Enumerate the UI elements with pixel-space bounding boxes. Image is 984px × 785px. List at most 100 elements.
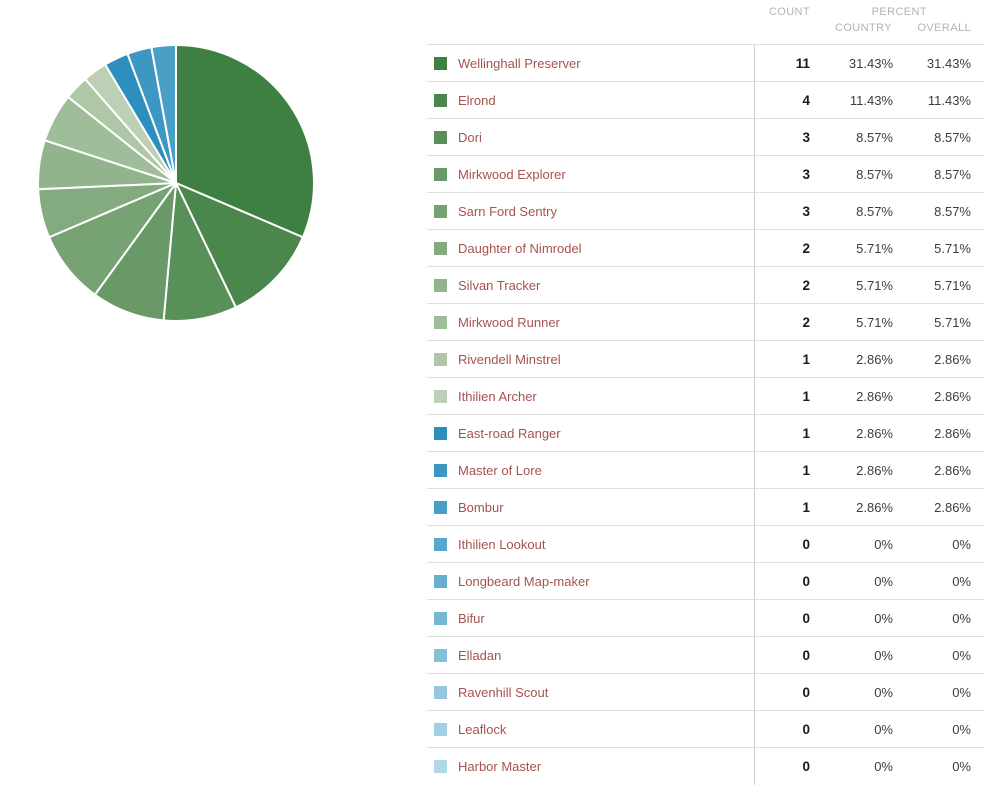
count-value: 0	[802, 536, 810, 552]
table-row: Master of Lore 1 2.86% 2.86%	[427, 451, 984, 488]
count-value: 0	[802, 573, 810, 589]
table-row: Ithilien Archer 1 2.86% 2.86%	[427, 377, 984, 414]
percent-country-value: 8.57%	[856, 203, 893, 219]
percent-country-value: 2.86%	[856, 388, 893, 404]
row-label-link[interactable]: Ithilien Lookout	[458, 536, 546, 552]
row-label-link[interactable]: Mirkwood Explorer	[458, 166, 566, 182]
series-color-swatch-icon	[434, 241, 447, 255]
row-label-cell: Master of Lore	[427, 463, 754, 478]
row-label-cell: Wellinghall Preserver	[427, 56, 754, 71]
percent-overall-value: 5.71%	[934, 240, 971, 256]
pie-chart	[36, 43, 316, 323]
row-label-cell: Silvan Tracker	[427, 278, 754, 293]
percent-country-value: 2.86%	[856, 499, 893, 515]
percent-country-value: 0%	[874, 684, 893, 700]
series-color-swatch-icon	[434, 611, 447, 625]
row-label-link[interactable]: Dori	[458, 129, 482, 145]
percent-overall-value: 0%	[952, 758, 971, 774]
row-label-cell: Elladan	[427, 648, 754, 663]
count-value: 0	[802, 684, 810, 700]
row-label-link[interactable]: Wellinghall Preserver	[458, 55, 581, 71]
row-label-link[interactable]: Sarn Ford Sentry	[458, 203, 557, 219]
percent-overall-value: 11.43%	[927, 92, 971, 108]
series-color-swatch-icon	[434, 352, 447, 366]
percent-country-value: 0%	[874, 573, 893, 589]
table-row: Leaflock 0 0% 0%	[427, 710, 984, 747]
pie-slice[interactable]	[175, 182, 304, 309]
series-color-swatch-icon	[434, 463, 447, 477]
series-color-swatch-icon	[434, 204, 447, 218]
percent-overall-value: 0%	[952, 647, 971, 663]
table-row: Longbeard Map-maker 0 0% 0%	[427, 562, 984, 599]
percent-country-value: 5.71%	[856, 277, 893, 293]
count-value: 1	[802, 425, 810, 441]
column-header-count: COUNT	[768, 6, 810, 18]
row-label-link[interactable]: Silvan Tracker	[458, 277, 541, 293]
count-value: 1	[802, 388, 810, 404]
row-label-link[interactable]: Master of Lore	[458, 462, 542, 478]
row-label-cell: Bifur	[427, 611, 754, 626]
table-row: Dori 3 8.57% 8.57%	[427, 118, 984, 155]
table-row: Silvan Tracker 2 5.71% 5.71%	[427, 266, 984, 303]
percent-overall-value: 5.71%	[934, 277, 971, 293]
row-label-cell: Bombur	[427, 500, 754, 515]
row-label-link[interactable]: Daughter of Nimrodel	[458, 240, 582, 256]
percent-country-value: 5.71%	[856, 314, 893, 330]
row-label-link[interactable]: Leaflock	[458, 721, 507, 737]
row-label-link[interactable]: Harbor Master	[458, 758, 542, 774]
column-header-country: COUNTRY	[835, 22, 892, 34]
percent-overall-value: 0%	[952, 610, 971, 626]
row-label-cell: Longbeard Map-maker	[427, 574, 754, 589]
table-row: Daughter of Nimrodel 2 5.71% 5.71%	[427, 229, 984, 266]
table-row: Bifur 0 0% 0%	[427, 599, 984, 636]
table-row: Mirkwood Runner 2 5.71% 5.71%	[427, 303, 984, 340]
row-label-cell: Daughter of Nimrodel	[427, 241, 754, 256]
count-value: 0	[802, 610, 810, 626]
row-label-link[interactable]: East-road Ranger	[458, 425, 561, 441]
row-label-cell: Leaflock	[427, 722, 754, 737]
series-color-swatch-icon	[434, 93, 447, 107]
count-value: 3	[802, 129, 810, 145]
percent-overall-value: 8.57%	[934, 203, 971, 219]
series-color-swatch-icon	[434, 278, 447, 292]
percent-overall-value: 0%	[952, 573, 971, 589]
pie-slice[interactable]	[175, 44, 315, 239]
count-value: 1	[802, 499, 810, 515]
pie-chart-svg	[37, 44, 315, 322]
percent-overall-value: 2.86%	[934, 425, 971, 441]
row-label-link[interactable]: Longbeard Map-maker	[458, 573, 590, 589]
row-label-cell: Rivendell Minstrel	[427, 352, 754, 367]
count-value: 0	[802, 721, 810, 737]
column-header-percent: PERCENT	[871, 6, 927, 18]
row-label-cell: Sarn Ford Sentry	[427, 204, 754, 219]
row-label-link[interactable]: Ithilien Archer	[458, 388, 537, 404]
row-label-cell: Elrond	[427, 93, 754, 108]
series-color-swatch-icon	[434, 426, 447, 440]
row-label-link[interactable]: Elrond	[458, 92, 496, 108]
series-color-swatch-icon	[434, 685, 447, 699]
series-color-swatch-icon	[434, 648, 447, 662]
row-label-cell: Mirkwood Explorer	[427, 167, 754, 182]
percent-overall-value: 0%	[952, 536, 971, 552]
table-row: Ravenhill Scout 0 0% 0%	[427, 673, 984, 710]
row-label-link[interactable]: Mirkwood Runner	[458, 314, 560, 330]
row-label-link[interactable]: Bombur	[458, 499, 504, 515]
statistics-table: COUNT PERCENT COUNTRY OVERALL Wellinghal…	[427, 0, 984, 785]
pie-slice[interactable]	[150, 44, 177, 184]
percent-overall-value: 2.86%	[934, 462, 971, 478]
row-label-cell: Ravenhill Scout	[427, 685, 754, 700]
count-value: 2	[802, 240, 810, 256]
row-label-link[interactable]: Elladan	[458, 647, 502, 663]
row-label-link[interactable]: Bifur	[458, 610, 485, 626]
row-label-cell: Harbor Master	[427, 759, 754, 774]
percent-overall-value: 2.86%	[934, 388, 971, 404]
percent-overall-value: 8.57%	[934, 166, 971, 182]
count-value: 1	[802, 462, 810, 478]
table-row: Elrond 4 11.43% 11.43%	[427, 81, 984, 118]
row-label-link[interactable]: Ravenhill Scout	[458, 684, 549, 700]
row-label-cell: Ithilien Archer	[427, 389, 754, 404]
row-label-cell: Mirkwood Runner	[427, 315, 754, 330]
series-color-swatch-icon	[434, 389, 447, 403]
row-label-link[interactable]: Rivendell Minstrel	[458, 351, 561, 367]
table-row: Ithilien Lookout 0 0% 0%	[427, 525, 984, 562]
